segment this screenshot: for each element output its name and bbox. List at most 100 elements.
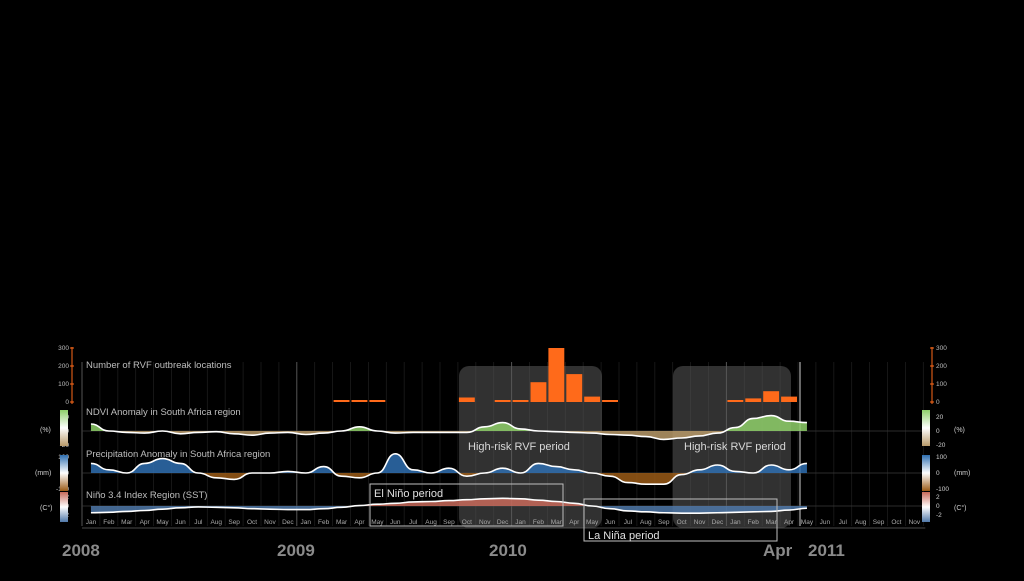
rvf-bar	[530, 382, 547, 402]
month-tick-label: Aug	[210, 519, 222, 526]
rvf-bar	[548, 348, 565, 402]
nino-positive-area	[90, 498, 807, 506]
rvf-ytick-left: 300	[58, 345, 69, 352]
month-tick-label: Jul	[839, 519, 848, 526]
nino-ytick-right: -2	[936, 512, 942, 519]
month-tick-label: Sep	[873, 519, 885, 526]
nino-panel-label: Niño 3.4 Index Region (SST)	[86, 490, 207, 501]
year-label-2010: 2010	[489, 541, 527, 560]
rvf-bar	[781, 396, 797, 402]
month-tick-label: Oct	[462, 519, 472, 526]
month-tick-label: Jun	[390, 519, 401, 526]
rvf-bar	[602, 400, 618, 402]
ndvi-unit-left: (%)	[40, 427, 51, 434]
ndvi-legend-right	[922, 410, 930, 446]
ndvi-unit-right: (%)	[954, 427, 965, 434]
month-tick-label: Aug	[640, 519, 652, 526]
month-tick-label: Oct	[247, 519, 257, 526]
month-tick-label: Nov	[264, 519, 276, 526]
nino-unit-left: (C°)	[40, 504, 53, 512]
current-month-label: Apr	[763, 541, 793, 560]
month-tick-label: Jul	[624, 519, 633, 526]
ndvi-ytick-right: 20	[936, 414, 944, 421]
month-tick-label: Sep	[658, 519, 670, 526]
rvf-bar	[584, 396, 601, 402]
month-tick-label: Jan	[86, 519, 97, 526]
month-tick-label: Mar	[766, 519, 778, 526]
nino-legend-right	[922, 492, 930, 522]
month-tick-label: Feb	[103, 519, 115, 526]
nino-unit-right: (C°)	[954, 504, 967, 512]
ndvi-legend-left	[60, 410, 68, 446]
month-tick-label: Jan	[515, 519, 526, 526]
ndvi-positive-area	[90, 415, 807, 431]
ndvi-ytick-right: -20	[936, 442, 946, 449]
precip-ytick-right: -100	[936, 486, 949, 493]
year-label-2011: 2011	[808, 541, 845, 560]
rvf-bar	[494, 400, 511, 402]
precip-legend-right	[922, 455, 930, 491]
month-tick-label: Mar	[551, 519, 563, 526]
ndvi-panel-label: NDVI Anomaly in South Africa region	[86, 407, 241, 418]
precip-ytick-right: 100	[936, 454, 947, 461]
rvf-ytick-left: 100	[58, 381, 69, 388]
rvf-panel-label: Number of RVF outbreak locations	[86, 360, 232, 371]
la-nina-box	[583, 498, 778, 542]
month-tick-label: May	[156, 519, 169, 526]
precip-legend-left	[60, 455, 68, 491]
month-tick-label: Apr	[569, 519, 580, 526]
ndvi-ytick-right: 0	[936, 428, 940, 435]
month-tick-label: Jan	[301, 519, 312, 526]
month-tick-label: Sep	[228, 519, 240, 526]
month-tick-label: May	[586, 519, 599, 526]
nino-legend-left	[60, 492, 68, 522]
precip-negative-area	[90, 473, 807, 485]
high-risk-period-2	[673, 366, 791, 528]
month-tick-label: May	[801, 519, 814, 526]
month-tick-label: Nov	[694, 519, 706, 526]
month-tick-label: Apr	[140, 519, 151, 526]
la-nina-label: La Niña period	[588, 530, 660, 542]
month-tick-label: Jul	[194, 519, 203, 526]
rvf-ytick-right: 0	[936, 399, 940, 406]
month-tick-label: Apr	[784, 519, 795, 526]
month-tick-label: May	[371, 519, 384, 526]
high-risk-period-1	[459, 366, 602, 528]
rvf-bar	[458, 397, 475, 402]
tick-layer: Jan Feb Mar Apr May Jun Jul Aug Sep Oct Nov Dec Jan F…	[56, 345, 949, 526]
month-tick-label: Aug	[855, 519, 867, 526]
precip-unit-left: (mm)	[35, 470, 51, 477]
month-tick-label: Jun	[175, 519, 186, 526]
month-tick-label: Mar	[121, 519, 133, 526]
precip-series-line	[90, 452, 807, 486]
rvf-bar	[369, 400, 386, 402]
month-tick-label: Dec	[712, 519, 724, 526]
rvf-bar	[763, 391, 780, 402]
rvf-ytick-right: 100	[936, 381, 947, 388]
precip-unit-right: (mm)	[954, 470, 970, 477]
precip-positive-area	[90, 453, 807, 473]
month-tick-label: Nov	[479, 519, 491, 526]
month-tick-label: Oct	[677, 519, 687, 526]
rvf-bar	[351, 400, 368, 402]
month-tick-label: Jun	[820, 519, 831, 526]
month-tick-label: Feb	[748, 519, 760, 526]
precip-ytick-right: 0	[936, 470, 940, 477]
rvf-bar	[512, 400, 529, 402]
rvf-bar	[745, 398, 762, 402]
highlight-layer	[459, 366, 791, 528]
el-nino-box	[369, 483, 564, 527]
month-tick-label: Jul	[409, 519, 418, 526]
ndvi-series-line	[90, 414, 807, 441]
nino-series-line	[90, 497, 807, 514]
month-tick-label: Apr	[354, 519, 365, 526]
rvf-bars	[333, 348, 797, 402]
month-tick-label: Jan	[730, 519, 741, 526]
month-tick-label: Feb	[533, 519, 545, 526]
rvf-bar	[727, 400, 744, 402]
high-risk-label-1: High-risk RVF period	[468, 441, 570, 453]
line-layer	[90, 414, 807, 514]
rvf-bar	[566, 374, 583, 402]
